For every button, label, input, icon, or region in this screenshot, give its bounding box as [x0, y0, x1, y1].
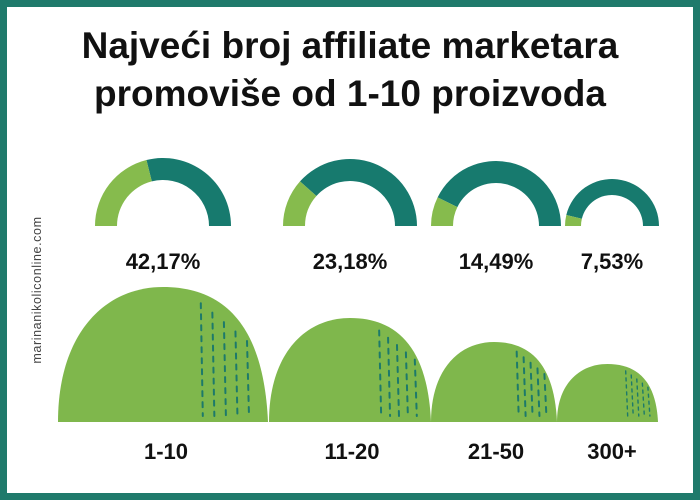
hill-shape: [557, 364, 658, 422]
hill-texture-dashes: [234, 330, 239, 417]
gauge-dark-segment: [299, 159, 417, 226]
gauge-value-segment: [565, 214, 582, 226]
value-label: 14,49%: [459, 249, 534, 274]
hill-shape: [269, 318, 431, 422]
gauge-value-segment: [95, 160, 152, 226]
gauge-dark-segment: [146, 158, 231, 226]
hill-texture-dashes: [624, 370, 629, 417]
hill-texture-dashes: [222, 321, 227, 417]
category-label: 300+: [587, 439, 637, 464]
hill-texture-dashes: [536, 367, 541, 417]
hill-texture-dashes: [543, 373, 548, 417]
hill-texture-dashes: [404, 351, 409, 417]
gauge-dark-segment: [566, 178, 659, 226]
hill-texture-dashes: [522, 356, 527, 417]
hill-texture-dashes: [529, 361, 534, 417]
value-label: 7,53%: [581, 249, 643, 274]
hill-texture-dashes: [413, 358, 418, 417]
hill-texture-dashes: [246, 340, 250, 417]
hill-texture-dashes: [378, 329, 383, 417]
hill-texture-dashes: [515, 350, 520, 417]
gauge-value-segment: [431, 197, 458, 226]
hill-texture-dashes: [636, 378, 640, 417]
value-label: 23,18%: [313, 249, 388, 274]
hill-texture-dashes: [630, 374, 634, 417]
category-label: 11-20: [324, 439, 379, 464]
hill-texture-dashes: [395, 344, 400, 417]
value-label: 42,17%: [126, 249, 201, 274]
hill-shape: [58, 287, 268, 422]
category-label: 21-50: [468, 439, 524, 464]
category-label: 1-10: [144, 439, 188, 464]
gauge-dark-segment: [437, 161, 561, 226]
title-line-2: promoviše od 1-10 proizvoda: [94, 73, 606, 114]
hill-texture-dashes: [199, 302, 204, 417]
hill-texture-dashes: [641, 382, 646, 417]
chart-title: Najveći broj affiliate marketara promovi…: [0, 22, 700, 118]
gauge-value-segment: [283, 181, 317, 226]
title-line-1: Najveći broj affiliate marketara: [81, 25, 619, 66]
hill-texture-dashes: [387, 336, 392, 417]
hill-texture-dashes: [647, 386, 651, 417]
